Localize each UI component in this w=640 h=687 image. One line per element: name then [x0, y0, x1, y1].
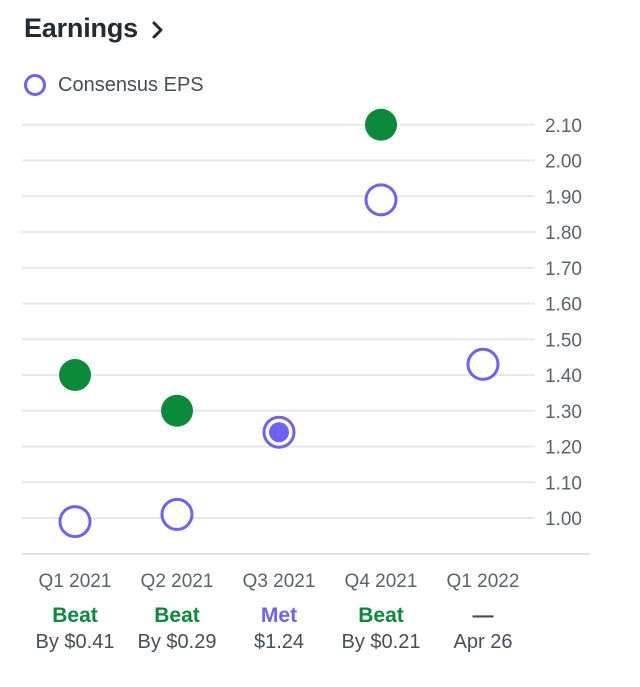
- section-title: Earnings: [24, 12, 138, 43]
- actual-eps-dot: [365, 108, 397, 141]
- earnings-detail: By $0.29: [137, 631, 217, 653]
- consensus-eps-dot: [58, 505, 92, 539]
- y-tick-label: 1.00: [545, 509, 582, 530]
- earnings-detail: Apr 26: [453, 631, 513, 653]
- y-tick-label: 1.50: [545, 330, 582, 351]
- consensus-eps-dot: [160, 497, 194, 531]
- consensus-eps-dot: [466, 347, 500, 381]
- chevron-right-icon: [152, 21, 163, 39]
- quarter-label: Q1 2022: [446, 571, 520, 592]
- earnings-result: —: [472, 604, 494, 627]
- y-tick-label: 1.20: [545, 438, 582, 459]
- legend-marker: [24, 74, 46, 96]
- earnings-detail: By $0.21: [341, 631, 421, 653]
- consensus-eps-dot: [262, 415, 296, 449]
- y-tick-label: 1.90: [545, 187, 582, 208]
- actual-eps-dot: [269, 422, 289, 443]
- y-tick-label: 1.30: [545, 402, 582, 423]
- earnings-result: Beat: [52, 604, 98, 627]
- earnings-detail: $1.24: [253, 631, 305, 653]
- y-tick-label: 1.70: [545, 259, 582, 280]
- y-tick-label: 1.10: [545, 473, 582, 494]
- quarter-label: Q4 2021: [344, 571, 418, 592]
- y-tick-label: 1.60: [545, 295, 582, 316]
- y-tick-label: 1.40: [545, 366, 582, 387]
- y-tick-label: 1.80: [545, 223, 582, 244]
- quarter-label: Q3 2021: [242, 571, 316, 592]
- earnings-detail: By $0.41: [35, 631, 115, 653]
- quarter-label: Q1 2021: [38, 571, 112, 592]
- y-tick-label: 2.00: [545, 152, 582, 173]
- earnings-result: Beat: [358, 604, 404, 627]
- earnings-result: Met: [260, 604, 298, 627]
- earnings-header[interactable]: Earnings: [24, 10, 164, 46]
- actual-eps-dot: [59, 359, 91, 391]
- consensus-eps-dot: [364, 183, 398, 217]
- legend-label: Consensus EPS: [58, 73, 204, 96]
- quarter-label: Q2 2021: [140, 571, 214, 592]
- actual-eps-dot: [161, 394, 193, 427]
- earnings-result: Beat: [154, 604, 200, 627]
- y-tick-label: 2.10: [545, 116, 582, 137]
- chart-legend: Consensus EPS: [24, 70, 204, 100]
